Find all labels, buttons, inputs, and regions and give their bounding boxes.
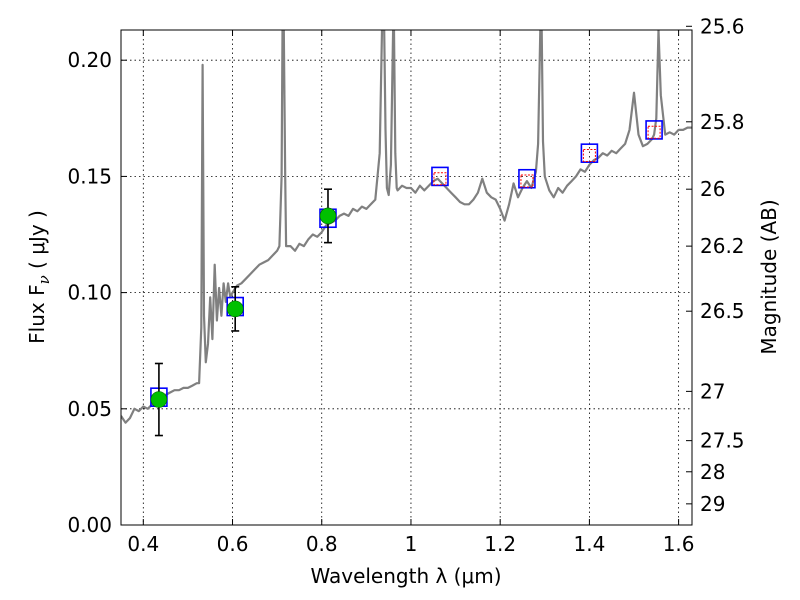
x-tick-label: 1	[405, 532, 418, 556]
model-photometry-red-square	[582, 148, 596, 162]
y2-tick-label: 25.6	[700, 14, 745, 38]
x-tick-label: 1.2	[484, 532, 516, 556]
spectrum-line	[121, 30, 692, 424]
plot-frame	[120, 29, 693, 526]
x-tick-label: 0.4	[127, 532, 159, 556]
x-tick-label: 1.4	[573, 532, 605, 556]
observed-photometry-point	[319, 207, 337, 225]
x-tick-label: 0.8	[306, 532, 338, 556]
model-photometry-blue-square	[580, 143, 599, 163]
model-photometry-red-square	[647, 125, 661, 139]
y2-tick-label: 26	[700, 177, 725, 201]
y-tick-label: 0.20	[67, 48, 112, 72]
series-layer	[121, 30, 692, 424]
model-photometry-blue-square	[645, 120, 663, 140]
y2-tick-label: 28	[700, 460, 725, 484]
x-axis-label: Wavelength λ (μm)	[310, 564, 501, 588]
model-photometry-blue-square	[431, 166, 449, 187]
y2-tick-label: 29	[700, 492, 725, 516]
y2-tick-label: 27	[700, 379, 725, 403]
y-tick-label: 0.15	[67, 164, 112, 188]
y-axis-right: 25.6 25.8 26 26.2 26.5 27 27.5 28 29	[686, 14, 745, 516]
y2-tick-label: 26.5	[700, 299, 745, 323]
plot-area	[121, 30, 692, 437]
observed-photometry-point	[150, 391, 168, 408]
y2-tick-label: 26.2	[700, 234, 745, 258]
x-tick-label: 1.6	[663, 532, 695, 556]
y-axis-label-main: Flux F	[25, 284, 49, 343]
x-tick-label: 0.6	[217, 532, 249, 556]
y2-tick-label: 27.5	[700, 429, 745, 453]
model-photometry-blue-square	[518, 168, 536, 189]
y-tick-label: 0.05	[67, 397, 112, 421]
y-tick-label: 0.10	[67, 281, 112, 305]
y2-axis-label: Magnitude (AB)	[757, 199, 781, 354]
model-photometry-red-square	[433, 172, 447, 186]
y-axis-label: Flux Fν ( μJy )	[25, 210, 53, 344]
y-tick-label: 0.00	[67, 513, 112, 537]
y2-tick-label: 25.8	[700, 110, 745, 134]
model-photometry-red-square	[520, 174, 534, 188]
y-axis-label-unit: ( μJy )	[25, 210, 49, 275]
observed-photometry-point	[226, 300, 244, 318]
y-axis-label-subscript: ν	[35, 275, 53, 284]
marker-layer	[150, 120, 663, 437]
x-axis: 0.4 0.6 0.8 1 1.2 1.4 1.6	[127, 30, 695, 556]
y-axis-left: 0.00 0.05 0.10 0.15 0.20	[67, 48, 127, 537]
